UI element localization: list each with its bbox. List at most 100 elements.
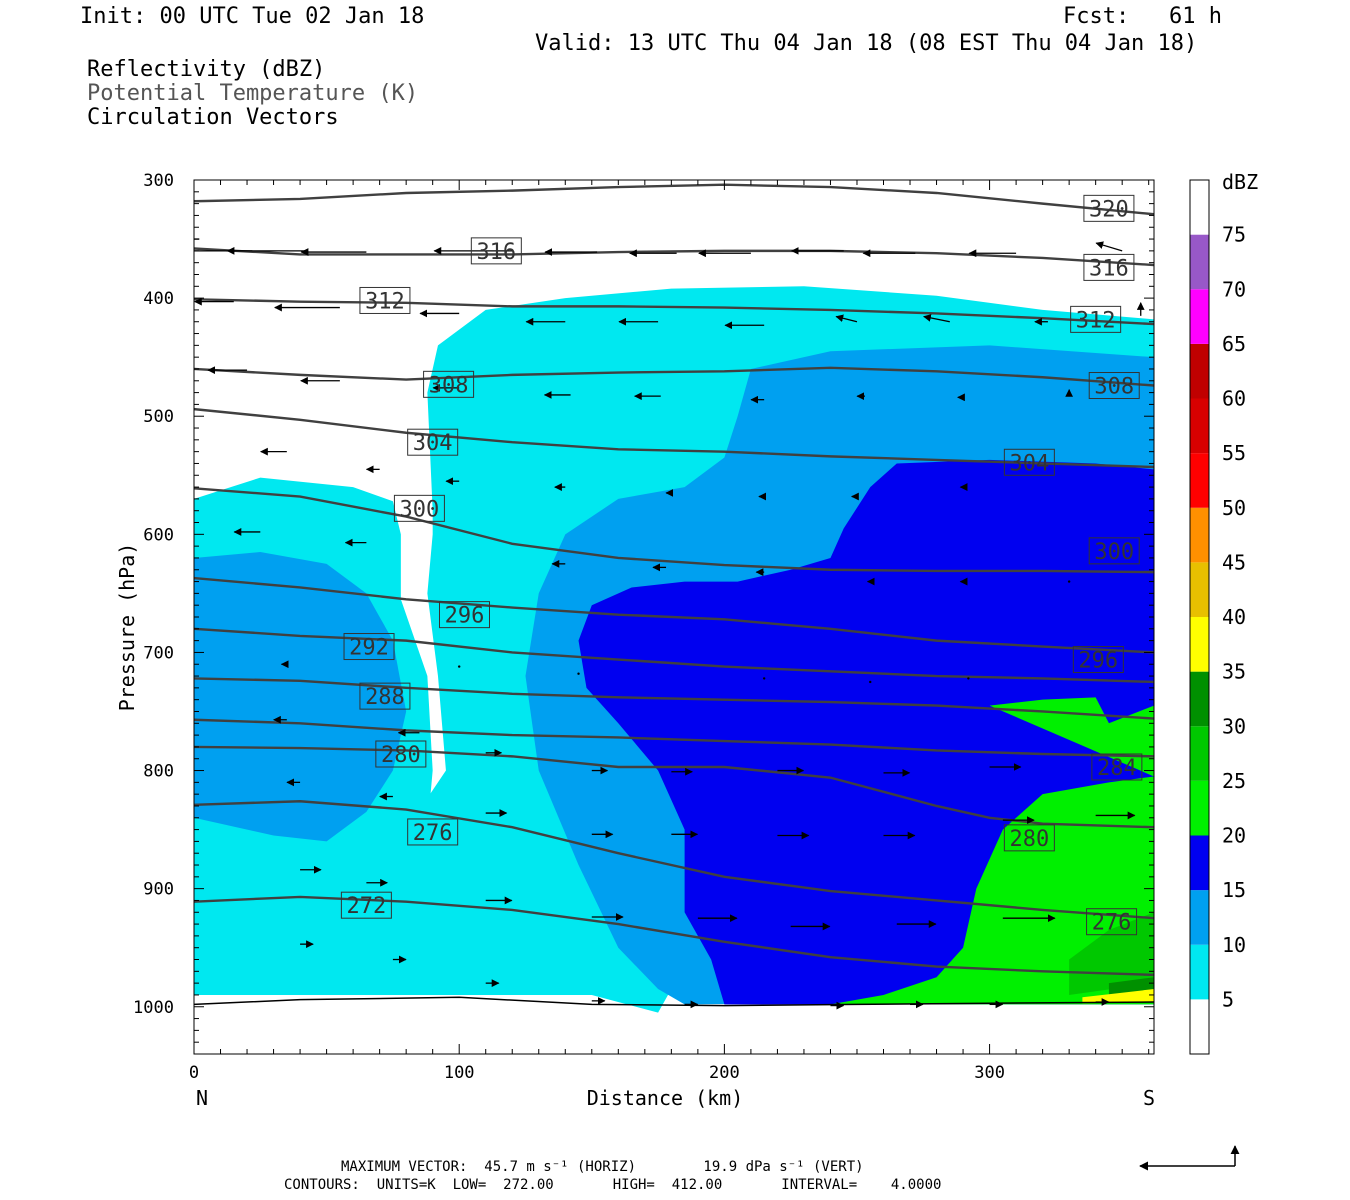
plot-clip-group: 320 316 316 312 312 308 308 304 304 300 300 296 296 2… [194,183,1154,1013]
y-tick-label-500: 500 [143,407,174,427]
theta-contour-320 [194,183,1154,216]
footer-contours: CONTOURS: UNITS=K LOW= 272.00 HIGH= 412.… [284,1177,942,1193]
colorbar-segment [1190,835,1209,891]
contour-label-box [407,818,459,846]
contour-label-box [423,370,475,398]
contour-label-280: 280 [1009,827,1049,852]
surface-line [194,996,1154,1007]
max-vector-legend [1139,1145,1240,1171]
footer-max-vector: MAXIMUM VECTOR: 45.7 m s⁻¹ (HORIZ) 19.9 … [341,1159,864,1175]
contour-label-308: 308 [429,373,469,398]
contour-label-box [1003,824,1055,852]
contour-label-296: 296 [445,604,485,629]
reflectivity-region-10dbz [194,552,407,842]
contour-label-box [359,286,411,314]
y-tick-label-300: 300 [143,171,174,191]
plot-area: 320 316 316 312 312 308 308 304 304 300 300 296 296 2… [194,183,1154,1013]
circulation-vector [869,680,872,684]
contour-label-304: 304 [1009,451,1049,476]
contour-label-box [1083,253,1135,281]
colorbar-segment [1190,671,1209,727]
contour-label-316: 316 [476,240,516,265]
colorbar-label-65: 65 [1222,332,1246,356]
contour-label-box [375,740,427,768]
contour-label-288: 288 [365,685,405,710]
y-tick-label-800: 800 [143,762,174,782]
colorbar-frame [1189,179,1210,1055]
circulation-vector [762,677,766,680]
colorbar-label-20: 20 [1222,824,1246,848]
colorbar-segment [1190,289,1209,344]
theta-contour-316 [194,247,1154,267]
contour-label-312: 312 [1076,308,1116,333]
contour-label-box [393,494,445,522]
colorbar-segment [1190,398,1209,454]
contour-label-box [340,891,392,919]
contour-label-292: 292 [349,636,389,661]
colorbar-label-40: 40 [1222,605,1246,629]
contour-label-box [438,601,490,629]
init-time: Init: 00 UTC Tue 02 Jan 18 [80,4,425,29]
colorbar-label-15: 15 [1222,878,1246,902]
colorbar-segment [1190,617,1209,672]
y-tick-label-1000: 1000 [133,998,174,1018]
circulation-vector [835,314,858,323]
colorbar-label-75: 75 [1222,223,1246,247]
x-axis-label: Distance (km) [587,1086,744,1110]
contour-label-312: 312 [365,289,405,314]
field-reflectivity: Reflectivity (dBZ) [87,57,326,82]
contour-label-box [1072,646,1124,674]
contour-label-box [470,237,522,265]
colorbar-label-25: 25 [1222,769,1246,793]
theta-contour-296 [194,576,1154,654]
contour-label-box [407,428,459,456]
contour-label-308: 308 [1094,375,1134,400]
y-tick-label-900: 900 [143,880,174,900]
colorbar-label-35: 35 [1222,660,1246,684]
y-axis-label: Pressure (hPa) [115,543,139,712]
contour-label-316: 316 [1089,256,1129,281]
colorbar: 5 10 15 20 25 30 35 40 45 50 55 60 65 70 75 dBZ [1189,170,1258,1055]
colorbar-label-55: 55 [1222,441,1246,465]
y-tick-label-400: 400 [143,289,174,309]
field-theta: Potential Temperature (K) [87,81,419,106]
colorbar-label-70: 70 [1222,277,1246,301]
contour-label-box [1088,372,1140,400]
circulation-vector [577,672,580,675]
colorbar-segment [1190,507,1209,563]
theta-contour-304 [194,407,1154,469]
valid-time: Valid: 13 UTC Thu 04 Jan 18 (08 EST Thu … [535,31,1198,56]
circulation-vector [1095,241,1123,252]
contour-label-box [359,682,411,710]
colorbar-segment [1190,453,1209,508]
colorbar-segment [1190,944,1209,1000]
colorbar-segment [1190,562,1209,617]
forecast-hour: Fcst: 61 h [1063,4,1222,29]
colorbar-label-50: 50 [1222,496,1246,520]
x-end-label-south: S [1143,1086,1155,1110]
contour-label-276: 276 [1092,911,1132,936]
colorbar-title: dBZ [1222,170,1258,194]
x-tick-label-300: 300 [974,1063,1005,1083]
contour-label-box [1070,305,1122,333]
circulation-vector [457,665,461,668]
colorbar-label-45: 45 [1222,550,1246,574]
contour-label-284: 284 [1097,756,1137,781]
colorbar-segment [1190,726,1209,781]
theta-contour-288 [194,677,1154,720]
contour-label-320: 320 [1089,197,1129,222]
colorbar-label-60: 60 [1222,387,1246,411]
y-tick-label-600: 600 [143,525,174,545]
contour-label-box [1086,908,1138,936]
contour-label-296: 296 [1078,649,1118,674]
reflectivity-region-20dbz [830,697,1154,1005]
colorbar-label-10: 10 [1222,933,1246,957]
colorbar-segment [1190,999,1209,1054]
colorbar-label-30: 30 [1222,714,1246,738]
theta-contour-284 [194,718,1154,758]
y-tick-label-700: 700 [143,643,174,663]
colorbar-segment [1190,343,1209,399]
theta-contour-276 [194,800,1154,920]
contour-label-280: 280 [381,743,421,768]
contour-label-276: 276 [413,821,453,846]
